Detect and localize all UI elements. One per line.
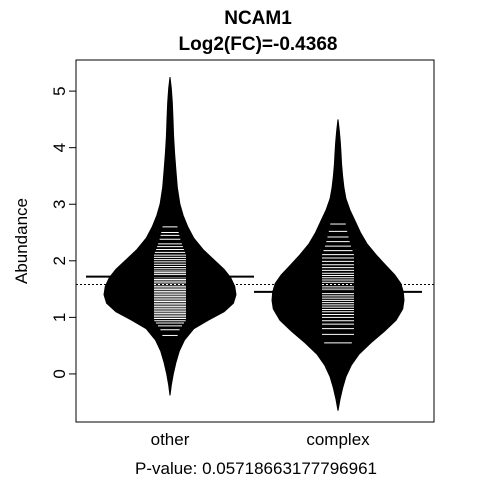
y-tick-label: 1 [50,313,69,322]
chart-subtitle: Log2(FC)=-0.4368 [179,34,338,55]
plot-frame [75,59,435,423]
y-tick-label: 4 [50,143,69,152]
beans-layer [86,76,422,411]
x-tick-label: other [151,430,190,449]
x-axis: other complex [151,430,371,449]
y-tick-label: 2 [50,256,69,265]
y-axis: 0 1 2 3 4 5 [50,86,76,379]
y-tick-label: 5 [50,86,69,95]
y-tick-label: 3 [50,200,69,209]
y-axis-label: Abundance [12,198,31,284]
x-axis-label: P-value: 0.0571866317779696​1 [135,459,377,478]
y-tick-label: 0 [50,369,69,378]
x-tick-label: complex [306,430,370,449]
chart-title: NCAM1 [224,8,292,29]
bean-shape-other [103,76,237,396]
